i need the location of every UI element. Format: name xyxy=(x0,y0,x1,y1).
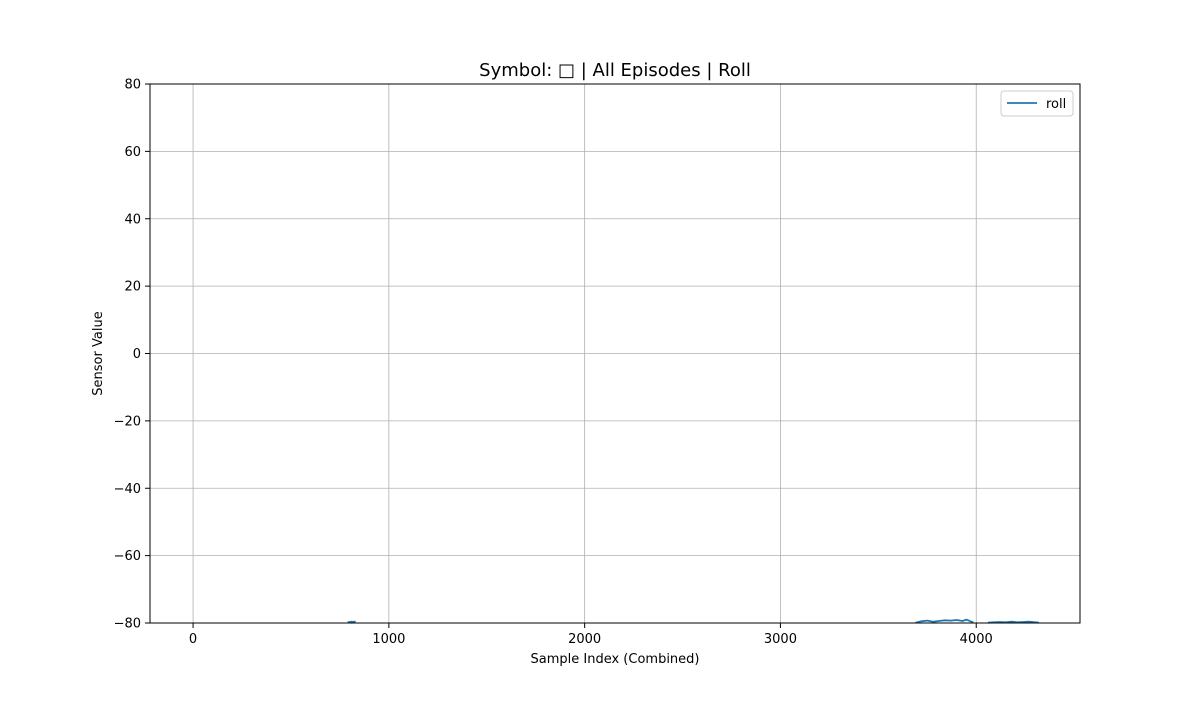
x-tick-label: 4000 xyxy=(960,632,993,647)
y-tick-label: 40 xyxy=(124,212,141,227)
x-tick-label: 0 xyxy=(189,632,197,647)
y-axis-label: Sensor Value xyxy=(91,311,106,395)
y-tick-label: −20 xyxy=(114,414,141,429)
series-line-roll xyxy=(987,620,1039,624)
series-line-roll xyxy=(347,620,356,624)
y-tick-label: −60 xyxy=(114,549,141,564)
grid-layer xyxy=(150,83,1080,624)
x-tick-label: 1000 xyxy=(372,632,405,647)
x-axis-label: Sample Index (Combined) xyxy=(531,652,700,667)
series-layer xyxy=(347,618,1039,624)
y-tick-label: −80 xyxy=(114,617,141,632)
x-tick-label: 2000 xyxy=(568,632,601,647)
legend-label-roll: roll xyxy=(1046,97,1066,112)
series-line-roll xyxy=(915,618,974,624)
y-tick-label: −40 xyxy=(114,482,141,497)
chart-title: Symbol: □ | All Episodes | Roll xyxy=(479,60,751,81)
ticks-layer: 0 1000 2000 3000 4000 80 60 40 20 0 −20 −40 −60 −80 xyxy=(114,78,993,648)
legend: roll xyxy=(1000,90,1074,117)
y-tick-label: 60 xyxy=(124,145,141,160)
x-tick-label: 3000 xyxy=(764,632,797,647)
y-tick-label: 20 xyxy=(124,280,141,295)
y-tick-label: 0 xyxy=(133,347,141,362)
y-tick-label: 80 xyxy=(124,78,141,93)
